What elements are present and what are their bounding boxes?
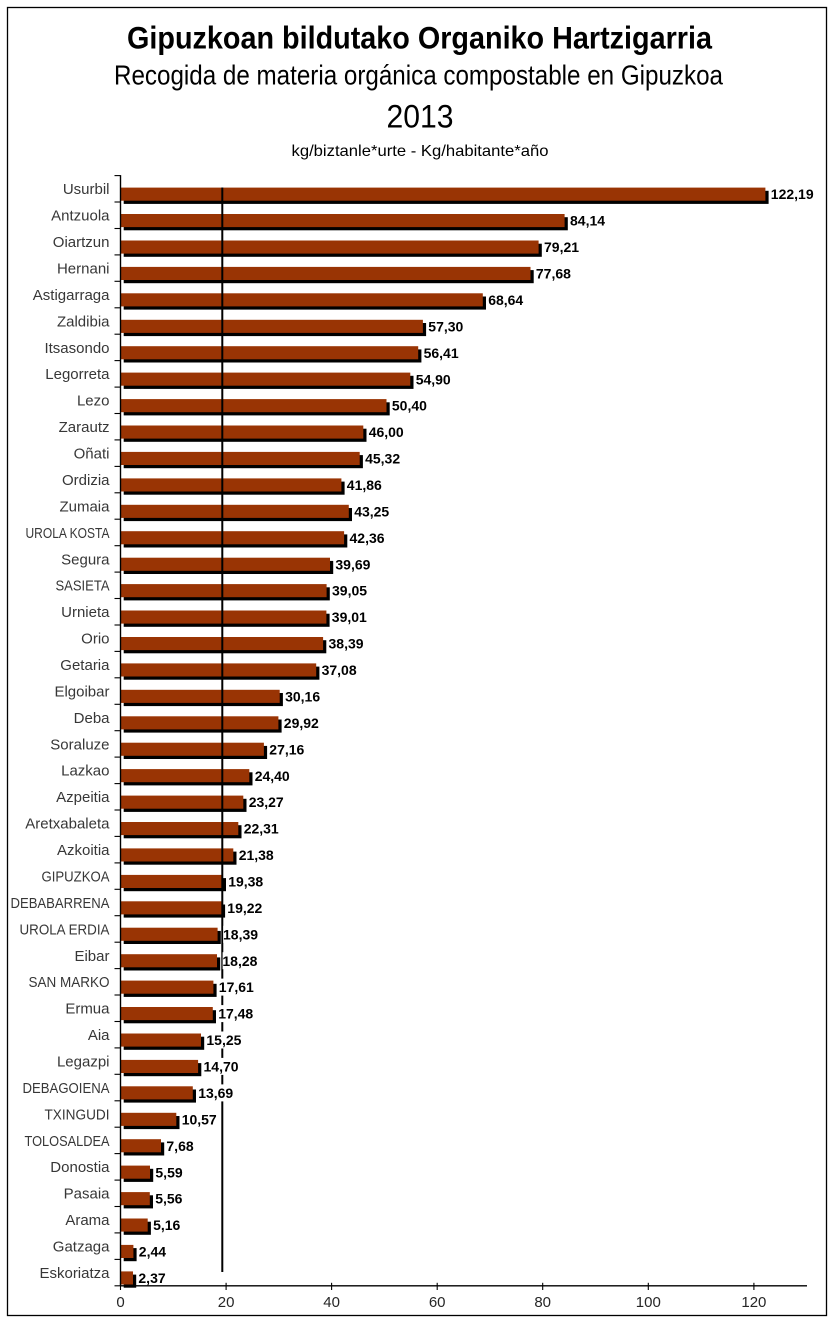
svg-text:17,61: 17,61 — [219, 979, 254, 995]
svg-text:24,40: 24,40 — [255, 768, 290, 784]
svg-text:SASIETA: SASIETA — [56, 578, 110, 595]
svg-text:2013: 2013 — [387, 99, 454, 135]
svg-text:TOLOSALDEA: TOLOSALDEA — [25, 1133, 110, 1150]
svg-text:18,39: 18,39 — [223, 926, 258, 942]
svg-text:Ermua: Ermua — [65, 1001, 110, 1018]
svg-text:18,28: 18,28 — [222, 953, 257, 969]
svg-text:Getaria: Getaria — [60, 657, 110, 674]
svg-text:45,32: 45,32 — [365, 451, 400, 467]
svg-text:Ordizia: Ordizia — [62, 472, 110, 489]
svg-text:GIPUZKOA: GIPUZKOA — [42, 869, 110, 886]
svg-text:2,44: 2,44 — [139, 1244, 166, 1260]
svg-text:UROLA ERDIA: UROLA ERDIA — [20, 921, 110, 938]
svg-text:Recogida de materia orgánica c: Recogida de materia orgánica compostable… — [114, 60, 724, 91]
svg-text:Itsasondo: Itsasondo — [44, 340, 109, 357]
svg-text:Eibar: Eibar — [74, 948, 109, 965]
svg-text:Astigarraga: Astigarraga — [33, 287, 110, 304]
svg-text:kg/biztanle*urte - Kg/habitant: kg/biztanle*urte - Kg/habitante*año — [292, 143, 549, 160]
svg-text:Legorreta: Legorreta — [45, 366, 110, 383]
svg-text:7,68: 7,68 — [166, 1138, 193, 1154]
svg-text:39,01: 39,01 — [332, 609, 367, 625]
svg-text:Gatzaga: Gatzaga — [53, 1239, 110, 1256]
svg-text:Zarautz: Zarautz — [59, 419, 110, 436]
svg-text:SAN MARKO: SAN MARKO — [29, 974, 110, 991]
svg-text:Lazkao: Lazkao — [61, 763, 109, 780]
svg-text:5,56: 5,56 — [155, 1191, 182, 1207]
svg-text:Segura: Segura — [61, 551, 110, 568]
svg-text:20: 20 — [218, 1294, 235, 1311]
svg-text:39,69: 39,69 — [335, 556, 370, 572]
svg-text:100: 100 — [636, 1294, 661, 1311]
svg-text:57,30: 57,30 — [428, 318, 463, 334]
svg-text:0: 0 — [116, 1294, 124, 1311]
svg-text:120: 120 — [741, 1294, 766, 1311]
svg-text:Usurbil: Usurbil — [63, 181, 110, 198]
svg-text:46,00: 46,00 — [369, 424, 404, 440]
svg-text:30,16: 30,16 — [285, 689, 320, 705]
svg-text:50,40: 50,40 — [392, 398, 427, 414]
svg-text:Lezo: Lezo — [77, 393, 110, 410]
svg-text:Antzuola: Antzuola — [51, 208, 110, 225]
svg-text:Eskoriatza: Eskoriatza — [39, 1265, 110, 1282]
svg-text:40: 40 — [323, 1294, 340, 1311]
svg-text:17,48: 17,48 — [218, 1006, 253, 1022]
svg-text:Azpeitia: Azpeitia — [56, 789, 110, 806]
svg-text:Legazpi: Legazpi — [57, 1054, 110, 1071]
svg-text:79,21: 79,21 — [544, 239, 579, 255]
svg-text:Orio: Orio — [81, 631, 109, 648]
svg-text:Aretxabaleta: Aretxabaleta — [25, 816, 110, 833]
svg-text:DEBABARRENA: DEBABARRENA — [11, 895, 110, 912]
svg-text:TXINGUDI: TXINGUDI — [45, 1106, 110, 1123]
svg-text:Urnieta: Urnieta — [61, 604, 110, 621]
svg-text:77,68: 77,68 — [536, 266, 571, 282]
svg-text:122,19: 122,19 — [771, 186, 814, 202]
svg-text:21,38: 21,38 — [239, 847, 274, 863]
svg-text:Zumaia: Zumaia — [59, 498, 110, 515]
svg-text:27,16: 27,16 — [269, 741, 304, 757]
svg-text:5,59: 5,59 — [155, 1164, 182, 1180]
svg-text:DEBAGOIENA: DEBAGOIENA — [23, 1080, 110, 1097]
svg-text:41,86: 41,86 — [347, 477, 382, 493]
svg-text:42,36: 42,36 — [350, 530, 385, 546]
svg-text:Soraluze: Soraluze — [50, 736, 109, 753]
svg-text:Hernani: Hernani — [57, 261, 110, 278]
svg-text:68,64: 68,64 — [488, 292, 523, 308]
svg-text:Zaldibia: Zaldibia — [57, 313, 110, 330]
svg-text:Oñati: Oñati — [74, 446, 110, 463]
svg-text:56,41: 56,41 — [424, 345, 459, 361]
svg-text:29,92: 29,92 — [284, 715, 319, 731]
svg-text:Pasaia: Pasaia — [64, 1186, 111, 1203]
svg-text:Elgoibar: Elgoibar — [54, 683, 109, 700]
svg-text:UROLA KOSTA: UROLA KOSTA — [26, 525, 110, 542]
svg-text:84,14: 84,14 — [570, 213, 605, 229]
svg-text:37,08: 37,08 — [322, 662, 357, 678]
svg-text:13,69: 13,69 — [198, 1085, 233, 1101]
svg-text:Oiartzun: Oiartzun — [53, 234, 110, 251]
svg-text:38,39: 38,39 — [329, 636, 364, 652]
svg-text:54,90: 54,90 — [416, 371, 451, 387]
svg-text:Deba: Deba — [74, 710, 111, 727]
svg-text:Gipuzkoan bildutako Organiko H: Gipuzkoan bildutako Organiko Hartzigarri… — [127, 20, 712, 56]
svg-text:39,05: 39,05 — [332, 583, 367, 599]
svg-text:10,57: 10,57 — [182, 1111, 217, 1127]
svg-text:Donostia: Donostia — [50, 1159, 110, 1176]
svg-text:14,70: 14,70 — [204, 1059, 239, 1075]
svg-text:60: 60 — [429, 1294, 446, 1311]
svg-text:2,37: 2,37 — [138, 1270, 165, 1286]
svg-text:19,22: 19,22 — [227, 900, 262, 916]
svg-text:43,25: 43,25 — [354, 503, 389, 519]
svg-text:Arama: Arama — [65, 1212, 110, 1229]
svg-text:Azkoitia: Azkoitia — [57, 842, 110, 859]
svg-text:23,27: 23,27 — [249, 794, 284, 810]
svg-text:Aia: Aia — [88, 1027, 110, 1044]
svg-text:5,16: 5,16 — [153, 1217, 180, 1233]
svg-text:19,38: 19,38 — [228, 874, 263, 890]
svg-text:80: 80 — [534, 1294, 551, 1311]
svg-text:15,25: 15,25 — [206, 1032, 241, 1048]
svg-text:22,31: 22,31 — [244, 821, 279, 837]
